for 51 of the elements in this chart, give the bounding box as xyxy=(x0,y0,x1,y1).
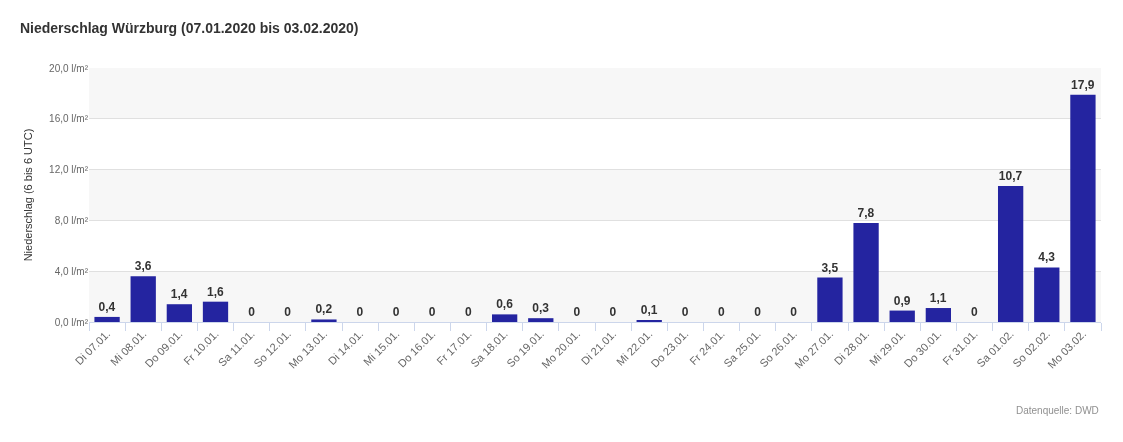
data-label: 0,2 xyxy=(315,302,333,317)
data-label: 1,1 xyxy=(929,291,947,306)
data-label: 0 xyxy=(971,305,978,319)
data-label: 0 xyxy=(790,305,798,319)
y-tick-label: 20,0 l/m² xyxy=(49,62,89,74)
data-label: 0,6 xyxy=(496,297,514,312)
data-label: 0,4 xyxy=(98,299,116,314)
data-label: 0,9 xyxy=(893,293,911,308)
bar xyxy=(889,310,915,322)
data-label: 3,5 xyxy=(821,260,839,275)
bar xyxy=(925,308,952,322)
bar xyxy=(997,186,1024,322)
bar xyxy=(817,277,843,322)
text: Datenquelle: DWD xyxy=(1016,405,1099,416)
y-tick-label: 16,0 l/m² xyxy=(49,113,89,125)
chart-title: Niederschlag Würzburg (07.01.2020 bis 03.02.2020) xyxy=(20,19,359,36)
data-label: 4,3 xyxy=(1038,250,1056,265)
bar xyxy=(166,304,193,322)
y-axis-title: Niederschlag (6 bis 6 UTC) xyxy=(21,128,34,262)
data-label: 17,9 xyxy=(1071,77,1095,92)
data-label: 7,8 xyxy=(857,205,875,220)
bar xyxy=(528,318,554,322)
y-tick-label: 8,0 l/m² xyxy=(54,214,89,226)
y-tick-label: 4,0 l/m² xyxy=(54,265,89,277)
bar xyxy=(94,316,120,322)
data-label: 10,7 xyxy=(998,169,1023,184)
bar xyxy=(1070,94,1096,322)
data-label: 1,4 xyxy=(170,287,188,302)
data-label: 0 xyxy=(284,305,292,319)
bar xyxy=(853,222,879,322)
bar xyxy=(130,276,156,322)
data-label: 0,1 xyxy=(640,303,658,317)
bar xyxy=(1034,267,1060,322)
data-label: 0 xyxy=(681,305,689,319)
data-label: 1,6 xyxy=(207,284,224,299)
data-label: 0 xyxy=(573,305,581,319)
data-label: 0 xyxy=(718,305,725,319)
data-label: 0,3 xyxy=(532,301,550,316)
data-label: 0 xyxy=(392,305,400,319)
data-label: 0 xyxy=(428,305,436,319)
data-label: 0 xyxy=(248,305,256,319)
y-tick-label: 12,0 l/m² xyxy=(49,164,89,176)
bar xyxy=(311,319,337,322)
data-label: 0 xyxy=(754,305,762,319)
data-label: 0 xyxy=(609,305,617,319)
bar xyxy=(202,301,229,322)
bar xyxy=(491,314,518,322)
data-label: 0 xyxy=(356,305,364,319)
y-tick-label: 0,0 l/m² xyxy=(54,316,89,328)
data-label: 0 xyxy=(465,305,472,319)
data-label: 3,6 xyxy=(134,259,152,274)
